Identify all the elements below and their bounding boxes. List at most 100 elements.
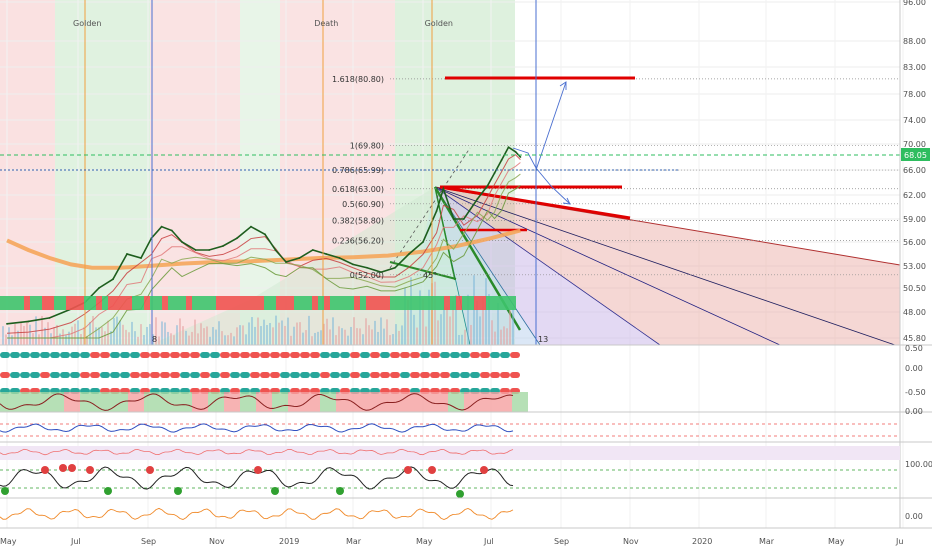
- volume-bar: [491, 320, 493, 345]
- trend-strip-block: [10, 352, 20, 358]
- volume-bar: [362, 334, 364, 345]
- trend-strip-block: [300, 352, 310, 358]
- signal-block: [276, 296, 282, 310]
- signal-block: [42, 296, 48, 310]
- volume-bar: [23, 326, 25, 345]
- volume-bar: [305, 330, 307, 345]
- volume-bar: [467, 294, 469, 345]
- overbought-marker: [68, 464, 76, 472]
- price-point: [338, 257, 341, 259]
- trend-strip-block: [40, 352, 50, 358]
- trend-strip-block: [480, 352, 490, 358]
- signal-block: [246, 296, 252, 310]
- trend-strip-block: [150, 372, 160, 378]
- time-tick-label: Sep: [554, 537, 569, 546]
- signal-block: [504, 296, 510, 310]
- volume-bar: [449, 316, 451, 345]
- signal-block: [306, 296, 312, 310]
- price-point: [462, 218, 465, 220]
- signal-block: [270, 296, 276, 310]
- volume-bar: [275, 315, 277, 345]
- price-point: [493, 172, 496, 175]
- signal-block: [114, 296, 120, 310]
- oscillator-background: [480, 392, 496, 412]
- trend-strip-block: [340, 352, 350, 358]
- volume-bar: [194, 319, 196, 345]
- price-point: [208, 249, 211, 251]
- volume-bar: [149, 324, 151, 345]
- signal-block: [264, 296, 270, 310]
- trend-strip-block: [180, 372, 190, 378]
- price-point: [452, 218, 455, 220]
- signal-block: [6, 296, 12, 310]
- trend-strip-block: [440, 352, 450, 358]
- price-tick-label: 45.80: [903, 334, 926, 343]
- oscillator-background: [496, 392, 512, 412]
- signal-block: [60, 296, 66, 310]
- trend-strip-block: [230, 352, 240, 358]
- volume-bar: [77, 320, 79, 345]
- price-point: [112, 278, 114, 281]
- signal-block: [90, 296, 96, 310]
- price-tick-label: 53.00: [903, 262, 926, 271]
- trend-strip-block: [80, 372, 90, 378]
- volume-bar: [368, 325, 370, 345]
- price-point: [98, 287, 100, 289]
- oscillator-tick-label: 0.50: [905, 344, 923, 353]
- volume-bar: [374, 320, 376, 345]
- volume-bar: [326, 318, 328, 345]
- volume-bar: [26, 322, 28, 345]
- signal-block: [396, 296, 402, 310]
- oscillator-background: [48, 392, 64, 412]
- price-line: [6, 146, 521, 325]
- signal-block: [84, 296, 90, 310]
- trend-strip-block: [300, 372, 310, 378]
- volume-bar: [95, 327, 97, 345]
- volume-bar: [353, 317, 355, 345]
- trend-strip-block: [290, 352, 300, 358]
- oscillator-tick-label: -0.50: [905, 388, 926, 397]
- cross-label: Death: [314, 19, 338, 28]
- bearish-zone: [0, 0, 55, 345]
- signal-block: [420, 296, 426, 310]
- price-point: [27, 320, 30, 323]
- trend-strip-block: [270, 372, 280, 378]
- signal-block: [474, 296, 480, 310]
- volume-bar: [155, 317, 157, 345]
- signal-strip: [0, 296, 516, 310]
- price-point: [325, 253, 328, 255]
- volume-bar: [380, 317, 382, 345]
- volume-bar: [2, 326, 4, 345]
- signal-block: [96, 296, 102, 310]
- signal-block: [36, 296, 42, 310]
- fib-level-label: 0.5(60.90): [342, 200, 384, 209]
- signal-block: [444, 296, 450, 310]
- trend-strip-block: [340, 372, 350, 378]
- trend-strip-block: [310, 372, 320, 378]
- volume-bar: [287, 317, 289, 345]
- price-point: [476, 198, 479, 200]
- volume-bar: [20, 322, 22, 345]
- price-point: [48, 317, 51, 319]
- oscillator-background: [256, 392, 272, 412]
- oscillator-background: [224, 392, 240, 412]
- volume-bar: [5, 334, 7, 345]
- fan-line: [434, 186, 781, 346]
- trend-strip-block: [380, 352, 390, 358]
- price-point: [394, 266, 396, 269]
- overbought-marker: [428, 466, 436, 474]
- oscillator-tick-label: 0.00: [905, 407, 923, 416]
- trend-strip-block: [490, 352, 500, 358]
- price-point: [274, 249, 277, 251]
- trend-strip-block: [330, 372, 340, 378]
- volume-bar: [119, 320, 121, 345]
- time-tick-label: Mar: [346, 537, 362, 546]
- volume-bar: [251, 317, 253, 345]
- trend-strip-block: [440, 372, 450, 378]
- volume-bar: [401, 325, 403, 345]
- signal-block: [216, 296, 222, 310]
- signal-block: [18, 296, 24, 310]
- oscillator-line: [0, 393, 514, 411]
- volume-bar: [8, 327, 10, 345]
- price-tick-label: 83.00: [903, 63, 926, 72]
